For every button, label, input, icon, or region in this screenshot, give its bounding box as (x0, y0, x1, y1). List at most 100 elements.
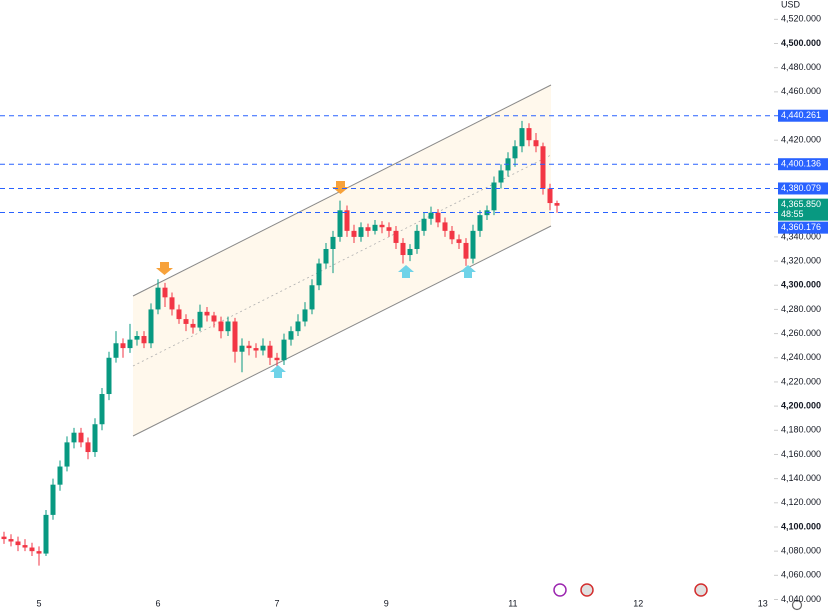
candle-body (267, 345, 273, 358)
y-tick-label: 4,520.000 (781, 14, 821, 24)
y-tick-label: 4,160.000 (781, 449, 821, 459)
candle-body (365, 227, 371, 231)
price-line-box (778, 109, 828, 122)
channel-lower (132, 225, 552, 437)
candle-body (120, 343, 126, 349)
candle-body (358, 227, 364, 237)
y-tick-label: 4,200.000 (781, 400, 821, 410)
y-tick-label: 4,280.000 (781, 304, 821, 314)
x-tick-label: 11 (508, 598, 517, 608)
candle-body (155, 287, 161, 310)
candle-body (526, 128, 532, 141)
candle-body (309, 285, 315, 310)
y-tick-label: 4,100.000 (781, 521, 821, 531)
candle-body (470, 230, 476, 259)
candle-body (421, 218, 427, 231)
countdown-label: 48:55 (781, 209, 804, 219)
candle-body (22, 545, 28, 548)
candle-body (239, 345, 245, 352)
candle-body (512, 146, 518, 159)
candle-body (491, 182, 497, 211)
y-tick-label: 4,500.000 (781, 38, 821, 48)
y-tick-label: 4,460.000 (781, 86, 821, 96)
channel-fill (133, 85, 551, 436)
candle-body (141, 336, 147, 344)
y-tick-label: 4,260.000 (781, 328, 821, 338)
y-tick-label: 4,220.000 (781, 376, 821, 386)
candle-body (218, 321, 224, 332)
candle-body (393, 230, 399, 243)
last-price-label: 4,365.850 (781, 199, 821, 209)
settings-icon[interactable] (791, 599, 803, 611)
candle-body (295, 321, 301, 332)
candle-body (211, 315, 217, 322)
candle-body (274, 357, 280, 361)
candle-body (386, 227, 392, 231)
y-tick-label: 4,140.000 (781, 473, 821, 483)
channel-mid (132, 154, 552, 367)
candle-body (176, 309, 182, 320)
y-tick-label: 4,040.000 (781, 594, 821, 604)
candle-body (246, 345, 252, 349)
candle-body (190, 323, 196, 328)
y-tick-label: 4,300.000 (781, 280, 821, 290)
candle-body (519, 128, 525, 147)
candle-body (106, 357, 112, 395)
arrow-down (156, 262, 173, 275)
candle-body (225, 321, 231, 332)
candle-body (337, 210, 343, 237)
y-tick-label: 4,120.000 (781, 497, 821, 507)
candle-body (36, 551, 42, 554)
candle-body (71, 432, 77, 443)
candle-body (372, 224, 378, 231)
price-line-label: 4,360.176 (781, 222, 821, 232)
candle-body (442, 222, 448, 231)
candle-body (134, 336, 140, 340)
candle-body (232, 321, 238, 352)
event-icon[interactable] (580, 583, 594, 597)
candle-body (407, 248, 413, 256)
channel (132, 84, 552, 437)
candle-body (29, 547, 35, 552)
candle-body (260, 345, 266, 351)
y-tick-label: 4,480.000 (781, 62, 821, 72)
candle-body (169, 297, 175, 310)
candle-body (456, 239, 462, 243)
y-tick-label: 4,080.000 (781, 546, 821, 556)
candle-body (92, 424, 98, 453)
candle-body (99, 394, 105, 425)
candle-body (85, 442, 91, 453)
last-price-box (778, 198, 828, 221)
price-line-label: 4,380.079 (781, 183, 821, 193)
candle-body (8, 539, 14, 542)
candle-body (1, 536, 7, 540)
candle-body (540, 146, 546, 189)
y-tick-label: 4,320.000 (781, 255, 821, 265)
x-tick-label: 6 (155, 598, 160, 608)
candle-body (113, 343, 119, 358)
arrow-down (332, 181, 349, 194)
arrow-up (270, 365, 286, 378)
candle-body (351, 230, 357, 237)
candle-body (547, 188, 553, 204)
candle-body (50, 484, 56, 515)
candle-body (344, 210, 350, 231)
candle-body (162, 287, 168, 298)
y-tick-label: 4,060.000 (781, 570, 821, 580)
candle-body (498, 170, 504, 183)
x-tick-label: 5 (36, 598, 41, 608)
candle-body (127, 339, 133, 349)
candle-body (414, 230, 420, 249)
price-line-label: 4,400.136 (781, 159, 821, 169)
event-icon[interactable] (694, 583, 708, 597)
event-icons (553, 583, 803, 611)
event-icon[interactable] (553, 583, 567, 597)
price-line-box (778, 221, 828, 234)
y-tick-label: 4,180.000 (781, 425, 821, 435)
price-line-box (778, 158, 828, 171)
candle-body (449, 230, 455, 240)
candle-body (463, 242, 469, 259)
candle-body (435, 212, 441, 223)
candle-body (533, 140, 539, 147)
